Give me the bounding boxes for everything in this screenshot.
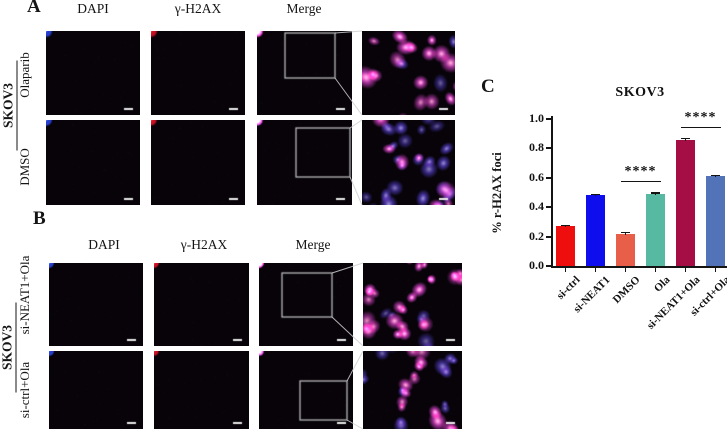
- micrograph-b-row1-merge: [259, 263, 353, 346]
- row-label-si-ctrl-ola: si-ctrl+Ola: [17, 361, 32, 419]
- row-label-dmso: DMSO: [17, 148, 32, 186]
- micrograph-a-row1-zoom: [362, 31, 455, 115]
- error-bar-stem: [624, 231, 627, 235]
- error-bar-stem: [714, 174, 717, 178]
- x-tick: [684, 268, 687, 272]
- micrograph-a-row1-merge: [257, 31, 352, 115]
- cell-line-label-b: SKOV3: [0, 302, 17, 393]
- error-bar-stem: [594, 193, 597, 197]
- micrograph-b-row1-dapi: [49, 263, 143, 346]
- micrograph-a-row2-gh2ax: [151, 120, 245, 205]
- bar-si-ctrl: [556, 226, 575, 266]
- row-label-olaparib: Olaparib: [17, 52, 32, 98]
- column-header-dapi-a: DAPI: [77, 1, 109, 16]
- x-tick: [654, 268, 657, 272]
- significance-line: [680, 126, 721, 129]
- micrograph-a-row2-merge: [257, 120, 352, 205]
- bar-chart-panel: C SKOV3 % r-H2AX foci 0.0 0.2 0.4 0.6 0.8 1.0…: [480, 60, 727, 390]
- micrograph-a-row1-dapi: [46, 31, 140, 115]
- column-header-dapi-b: DAPI: [88, 237, 120, 252]
- bar-si-NEAT1+Ola: [676, 139, 695, 266]
- significance-line: [620, 180, 661, 183]
- cell-line-label-a: SKOV3: [0, 60, 18, 151]
- row-label-si-neat1-ola: si-NEAT1+Ola: [17, 255, 32, 335]
- x-axis-line: [551, 266, 727, 268]
- y-tick: [546, 176, 551, 179]
- bar-Ola: [646, 193, 665, 266]
- significance-stars: ****: [624, 163, 657, 179]
- micrograph-b-row2-merge: [259, 351, 353, 429]
- micrograph-a-row2-zoom: [362, 120, 455, 205]
- micrograph-a-row1-gh2ax: [151, 31, 245, 115]
- y-tick: [546, 265, 551, 267]
- micrograph-b-row1-zoom: [363, 263, 462, 346]
- panel-c-letter: C: [481, 76, 495, 97]
- micrograph-b-row2-gh2ax: [154, 351, 249, 429]
- micrograph-b-row2-dapi: [49, 351, 143, 429]
- error-bar-stem: [654, 192, 657, 195]
- micrograph-b-row1-gh2ax: [154, 263, 249, 346]
- y-tick: [546, 206, 551, 209]
- x-tick: [714, 268, 717, 272]
- column-header-merge-b: Merge: [295, 237, 331, 252]
- bar-si-ctrl+Ola: [706, 176, 725, 266]
- column-header-gh2ax-a: γ-H2AX: [174, 1, 222, 16]
- y-tick-label: 0.2: [529, 228, 544, 243]
- y-tick: [546, 118, 551, 120]
- panel-a-letter: A: [27, 0, 41, 17]
- y-tick-label: 0.6: [529, 169, 544, 184]
- significance-stars: ****: [684, 109, 717, 125]
- column-header-gh2ax-b: γ-H2AX: [180, 237, 228, 252]
- y-axis-line: [551, 116, 553, 268]
- y-tick: [546, 235, 551, 238]
- y-tick-label: 1.0: [529, 111, 544, 125]
- y-tick: [546, 147, 551, 150]
- column-header-merge-a: Merge: [286, 1, 322, 16]
- bar-DMSO: [616, 233, 635, 266]
- x-tick: [594, 268, 597, 272]
- x-tick: [564, 268, 567, 272]
- panel-b-letter: B: [33, 208, 46, 229]
- error-bar-stem: [684, 137, 687, 141]
- micrograph-a-row2-dapi: [46, 120, 140, 205]
- error-bar-stem: [564, 224, 567, 228]
- micrograph-b-row2-zoom: [363, 351, 462, 429]
- bar-si-NEAT1: [586, 195, 605, 266]
- y-tick-label: 0.0: [529, 258, 544, 272]
- y-tick-label: 0.8: [529, 140, 544, 155]
- chart-title: SKOV3: [615, 85, 665, 100]
- x-tick: [624, 268, 627, 272]
- y-tick-label: 0.4: [529, 199, 544, 214]
